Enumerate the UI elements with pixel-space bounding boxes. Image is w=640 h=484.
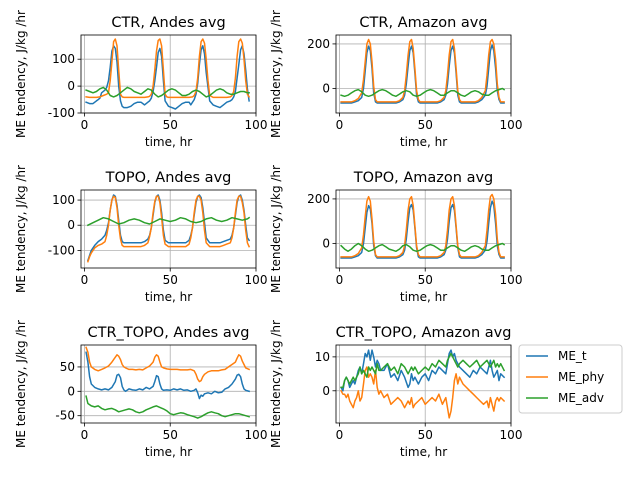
x-tick-label: 0 — [336, 118, 344, 132]
series-line-me-t — [85, 351, 251, 400]
y-tick-label: 100 — [52, 193, 75, 207]
subplot-ctr-amazon-avg: 0 50 100 0 200 CTR, Amazon avg time, hr ME tend… — [269, 10, 522, 149]
series-line-me-adv — [86, 216, 251, 227]
plot-frame — [335, 189, 512, 269]
x-tick-label: 50 — [163, 428, 178, 442]
y-axis-label: ME tendency, J/kg /hr — [14, 320, 28, 448]
x-axis-label: time, hr — [145, 290, 192, 304]
subplot-title: TOPO, Andes avg — [105, 170, 232, 186]
x-tick-label: 0 — [81, 428, 89, 442]
x-tick-label: 100 — [245, 428, 268, 442]
x-tick-label: 100 — [500, 428, 523, 442]
y-tick-label: 0 — [322, 384, 330, 398]
y-axis-label: ME tendency, J/kg /hr — [269, 10, 283, 138]
plot-frame — [335, 34, 512, 114]
y-tick-label: 200 — [307, 192, 330, 206]
legend-frame — [518, 344, 623, 414]
series-line-me-t — [86, 194, 251, 262]
plot-frame — [335, 344, 512, 424]
y-tick-label: 0 — [67, 384, 75, 398]
series-line-me-phy — [340, 38, 505, 103]
series-line-me-adv — [85, 86, 250, 98]
x-tick-label: 50 — [163, 118, 178, 132]
series-line-me-adv — [340, 352, 506, 389]
x-tick-label: 100 — [500, 273, 523, 287]
series-line-me-adv — [340, 87, 506, 98]
x-tick-label: 0 — [336, 428, 344, 442]
subplot-title: CTR_TOPO, Andes avg — [87, 325, 249, 341]
y-tick-label: 100 — [52, 52, 75, 66]
x-tick-label: 0 — [336, 273, 344, 287]
subplot-ctr-andes-avg: 0 50 100 -100 0 100 CTR, Andes avg time, hr ME t… — [14, 10, 267, 149]
x-tick-label: 50 — [418, 273, 433, 287]
subplot-title: CTR, Andes avg — [111, 15, 225, 31]
series-line-me-adv — [85, 395, 251, 419]
y-tick-label: 50 — [60, 360, 75, 374]
x-tick-label: 50 — [418, 428, 433, 442]
series-line-me-adv — [340, 242, 506, 253]
series-line-me-phy — [340, 366, 506, 419]
y-tick-label: -100 — [48, 106, 75, 120]
y-tick-label: 0 — [67, 218, 75, 232]
subplot-ctr-topo-amazon-avg: 0 50 100 0 10 CTR_TOPO, Amazon avg time, hr ME … — [269, 320, 522, 459]
x-tick-label: 50 — [163, 273, 178, 287]
subplot-title: CTR, Amazon avg — [359, 15, 487, 31]
subplot-topo-amazon-avg: 0 50 100 0 200 TOPO, Amazon avg time, hr ME ten… — [269, 165, 522, 304]
legend: ME_t ME_phy ME_adv — [518, 344, 623, 414]
y-tick-label: -50 — [55, 409, 75, 423]
series-line-me-phy — [86, 195, 251, 263]
y-tick-label: 0 — [322, 236, 330, 250]
y-tick-label: -100 — [48, 243, 75, 257]
y-axis-label: ME tendency, J/kg /hr — [14, 10, 28, 138]
legend-label-me-t: ME_t — [558, 349, 587, 363]
subplot-title: CTR_TOPO, Amazon avg — [336, 325, 512, 341]
x-axis-label: time, hr — [145, 445, 192, 459]
x-axis-label: time, hr — [145, 135, 192, 149]
series-line-me-phy — [85, 346, 251, 383]
x-tick-label: 100 — [245, 273, 268, 287]
y-axis-label: ME tendency, J/kg /hr — [14, 165, 28, 293]
x-tick-label: 100 — [245, 118, 268, 132]
y-tick-label: 10 — [315, 350, 330, 364]
series-line-me-phy — [340, 193, 505, 258]
y-axis-label: ME tendency, J/kg /hr — [269, 320, 283, 448]
y-tick-label: 200 — [307, 37, 330, 51]
x-tick-label: 0 — [81, 118, 89, 132]
subplot-title: TOPO, Amazon avg — [353, 170, 494, 186]
legend-label-me-phy: ME_phy — [558, 370, 604, 384]
subplot-topo-andes-avg: 0 50 100 -100 0 100 TOPO, Andes avg time, hr ME … — [14, 165, 267, 304]
y-axis-label: ME tendency, J/kg /hr — [269, 165, 283, 293]
x-axis-label: time, hr — [400, 290, 447, 304]
y-tick-label: 0 — [67, 79, 75, 93]
plot-frame — [80, 344, 257, 424]
series-line-me-phy — [85, 38, 251, 99]
x-tick-label: 50 — [418, 118, 433, 132]
x-axis-label: time, hr — [400, 135, 447, 149]
legend-label-me-adv: ME_adv — [558, 391, 604, 405]
plot-frame — [80, 189, 257, 269]
x-tick-label: 0 — [81, 273, 89, 287]
y-tick-label: 0 — [322, 81, 330, 95]
x-axis-label: time, hr — [400, 445, 447, 459]
plot-frame — [80, 34, 257, 114]
subplot-ctr-topo-andes-avg: 0 50 100 -50 0 50 CTR_TOPO, Andes avg time, hr M… — [14, 320, 267, 459]
x-tick-label: 100 — [500, 118, 523, 132]
